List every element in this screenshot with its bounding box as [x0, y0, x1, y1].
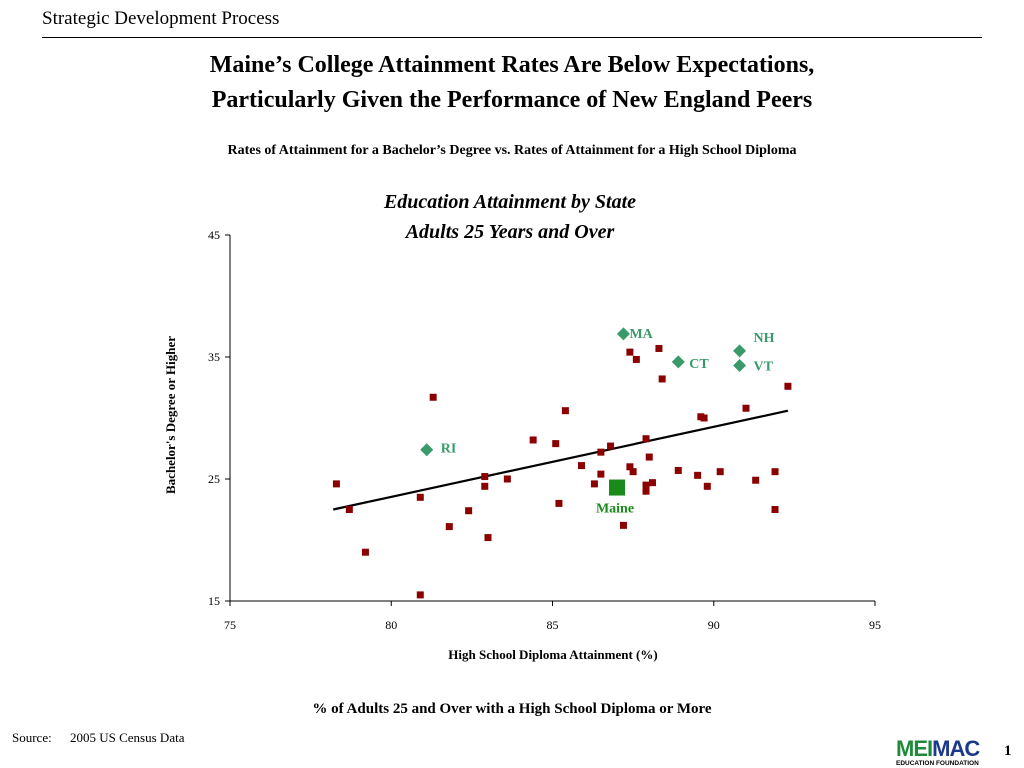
state-point [619, 521, 627, 529]
state-point [642, 487, 650, 495]
logo-part1: MEI [896, 736, 933, 761]
state-point [597, 448, 605, 456]
x-tick-label: 80 [385, 618, 397, 632]
x-tick-label: 85 [547, 618, 559, 632]
chart-title: Education Attainment by State [383, 191, 636, 213]
state-point [771, 506, 779, 513]
state-point [716, 468, 724, 476]
slide-title-line1: Maine’s College Attainment Rates Are Bel… [209, 52, 815, 78]
y-tick-label: 45 [208, 228, 220, 242]
slide-footer-caption: % of Adults 25 and Over with a High Scho… [312, 701, 712, 717]
state-point [694, 471, 702, 479]
state-point [529, 436, 537, 444]
y-tick-label: 25 [208, 472, 220, 486]
state-point [703, 482, 711, 490]
state-point [552, 440, 560, 448]
slide-title: Maine’s College Attainment Rates Are Bel… [0, 48, 1024, 118]
state-point [484, 534, 492, 542]
trend-line [332, 409, 789, 511]
peer-state-label: MA [629, 327, 653, 342]
state-point [648, 479, 656, 487]
y-axis-title: Bachelor's Degree or Higher [163, 336, 178, 494]
peer-state-label: VT [754, 360, 774, 375]
peer-state-point [671, 355, 685, 369]
state-point [416, 493, 424, 501]
y-tick-label: 15 [208, 594, 220, 608]
maine-label: Maine [596, 502, 634, 517]
header-divider [42, 37, 982, 38]
source-label: Source: [12, 730, 52, 745]
peer-state-point [733, 359, 747, 373]
state-point [771, 468, 779, 476]
x-axis-title: High School Diploma Attainment (%) [448, 647, 657, 662]
state-point [629, 468, 637, 476]
state-point [481, 482, 489, 490]
peer-state-label: NH [754, 331, 775, 346]
peer-state-point [733, 344, 747, 358]
state-point [503, 475, 511, 483]
slide-subtitle: Rates of Attainment for a Bachelor’s Deg… [227, 143, 797, 158]
state-point [626, 348, 634, 356]
state-point [445, 523, 453, 531]
source-value: 2005 US Census Data [70, 730, 185, 745]
state-point [742, 404, 750, 412]
meimac-logo: MEIMAC EDUCATION FOUNDATION [896, 738, 982, 768]
maine-point [609, 479, 625, 496]
state-point [700, 414, 708, 422]
chart-subtitle: Adults 25 Years and Over [404, 221, 615, 243]
state-point [645, 453, 653, 461]
logo-subtext: EDUCATION FOUNDATION [896, 760, 979, 767]
state-point [674, 466, 682, 474]
y-tick-label: 35 [208, 350, 220, 364]
state-point [555, 499, 563, 507]
state-point [465, 507, 473, 515]
peer-state-point [420, 443, 434, 457]
peer-state-label: CT [689, 357, 709, 372]
state-point [416, 591, 424, 599]
state-point [332, 480, 340, 488]
state-point [632, 355, 640, 363]
x-tick-label: 75 [224, 618, 236, 632]
peer-state-point [616, 327, 630, 341]
state-point [345, 506, 353, 513]
state-point [481, 473, 489, 481]
state-point [784, 382, 792, 390]
peer-state-label: RI [441, 442, 457, 457]
state-point [626, 463, 634, 471]
state-point [597, 470, 605, 478]
x-tick-label: 95 [869, 618, 881, 632]
state-point [361, 548, 369, 556]
state-point [658, 375, 666, 383]
state-point [429, 393, 437, 401]
state-point [590, 480, 598, 488]
state-point [655, 344, 663, 352]
state-point [578, 462, 586, 470]
section-header: Strategic Development Process [42, 8, 280, 29]
state-point [642, 435, 650, 443]
x-tick-label: 90 [708, 618, 720, 632]
state-point [607, 442, 615, 450]
state-point [561, 407, 569, 415]
page-number: 1 [1004, 743, 1012, 759]
logo-wordmark: MEIMAC [896, 738, 982, 760]
logo-part2: MAC [932, 736, 980, 761]
slide-title-line2: Particularly Given the Performance of Ne… [211, 87, 813, 113]
state-point [642, 481, 650, 489]
state-point [752, 476, 760, 484]
